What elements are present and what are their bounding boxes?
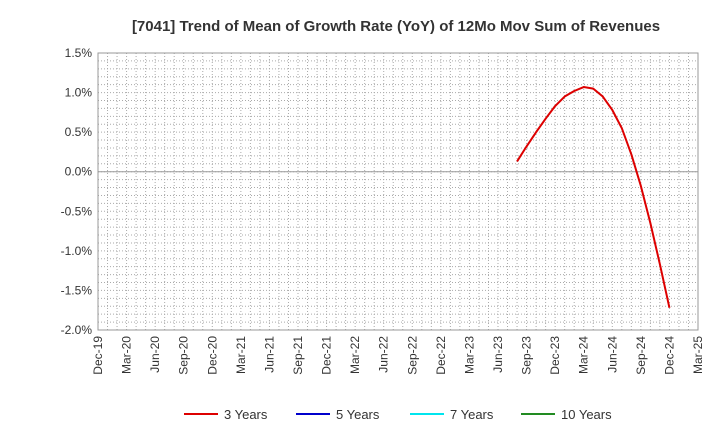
x-tick-label: Sep-23 [520,336,534,375]
vertical-gridlines [107,53,689,330]
x-tick-label: Dec-19 [91,336,105,375]
y-tick-label: -2.0% [61,323,93,337]
x-tick-label: Mar-20 [120,336,134,374]
legend-label: 5 Years [336,407,380,422]
x-tick-label: Sep-21 [291,336,305,375]
legend: 3 Years 5 Years 7 Years 10 Years [184,407,612,422]
x-tick-label: Dec-23 [548,336,562,375]
x-tick-label: Mar-22 [348,336,362,374]
chart-title: [7041] Trend of Mean of Growth Rate (YoY… [132,18,660,35]
x-tick-label: Dec-24 [662,336,676,375]
series-line [516,86,671,309]
x-tick-label: Mar-23 [462,336,476,374]
legend-label: 7 Years [450,407,494,422]
x-tick-label: Sep-20 [177,336,191,375]
y-axis-tick-labels: 1.5% 1.0% 0.5% 0.0% -0.5% -1.0% -1.5% -2.0% [61,46,93,337]
x-tick-label: Jun-20 [148,336,162,373]
plot-border [97,52,699,331]
legend-label: 3 Years [224,407,268,422]
x-tick-label: Jun-22 [377,336,391,373]
legend-label: 10 Years [561,407,612,422]
x-tick-label: Mar-24 [577,336,591,374]
series-lines [516,86,671,309]
x-tick-label: Sep-24 [634,336,648,375]
x-tick-label: Dec-21 [320,336,334,375]
x-tick-label: Jun-24 [605,336,619,373]
x-axis-tick-labels: Dec-19 Mar-20 Jun-20 Sep-20 Dec-20 Mar-21 Jun-… [91,336,705,375]
y-tick-label: 1.0% [65,86,93,100]
y-tick-label: -1.5% [61,283,93,297]
y-tick-label: 1.5% [65,46,93,60]
y-tick-label: 0.0% [65,165,93,179]
x-tick-label: Jun-21 [262,336,276,373]
y-tick-label: -1.0% [61,244,93,258]
x-tick-label: Sep-22 [405,336,419,375]
x-tick-label: Dec-22 [434,336,448,375]
x-tick-label: Dec-20 [205,336,219,375]
plot-area [98,53,698,330]
x-tick-label: Mar-21 [234,336,248,374]
y-tick-label: 0.5% [65,125,93,139]
horizontal-gridlines [98,60,698,323]
y-tick-label: -0.5% [61,204,93,218]
x-tick-label: Jun-23 [491,336,505,373]
x-tick-label: Mar-25 [691,336,705,374]
